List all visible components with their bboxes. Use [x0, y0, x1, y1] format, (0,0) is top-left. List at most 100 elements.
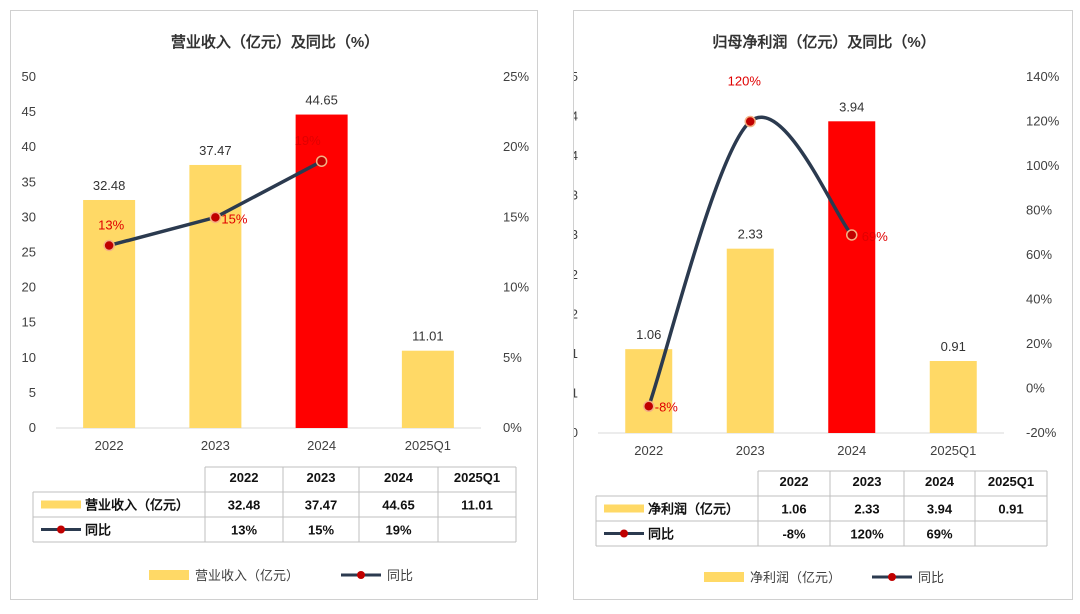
- yoy-marker: [744, 115, 756, 128]
- bar-value-label: 37.47: [199, 143, 232, 158]
- table-row-label: 净利润（亿元）: [648, 502, 739, 517]
- bar-value-label: 44.65: [305, 93, 338, 108]
- y2-tick-label: -20%: [1026, 425, 1057, 440]
- legend: 净利润（亿元） 同比: [704, 570, 944, 585]
- table-legend-swatch-marker: [620, 529, 628, 538]
- legend-label: 营业收入（亿元）: [195, 568, 299, 583]
- legend-swatch-marker: [888, 573, 896, 581]
- bar-2025Q1: [401, 350, 454, 428]
- y-tick-label: 1: [574, 346, 578, 361]
- yoy-marker: [846, 229, 858, 241]
- y-tick-label: 5: [574, 69, 578, 84]
- y-tick-label: 0: [574, 425, 578, 440]
- bar-2022: [625, 349, 673, 433]
- y2-tick-label: 80%: [1026, 203, 1052, 218]
- table-row-label: 营业收入（亿元）: [85, 498, 189, 513]
- y-tick-label: 15: [22, 315, 36, 330]
- table-cell: 11.01: [461, 498, 493, 513]
- yoy-marker: [103, 239, 115, 252]
- bar-value-label: 3.94: [839, 99, 864, 114]
- legend-swatch-marker: [357, 571, 365, 579]
- bar-value-label: 2.33: [738, 227, 763, 242]
- table-cell: 37.47: [305, 498, 338, 513]
- y2-tick-label: 140%: [1026, 69, 1060, 84]
- y-tick-label: 2: [574, 306, 578, 321]
- bar-2022: [83, 199, 136, 428]
- y2-tick-label: 0%: [503, 420, 522, 435]
- y-tick-label: 2: [574, 267, 578, 282]
- y2-tick-label: 0%: [1026, 381, 1045, 396]
- y2-tick-label: 20%: [1026, 336, 1052, 351]
- yoy-marker: [315, 155, 328, 167]
- x-tick-label: 2022: [634, 443, 663, 458]
- table-header-cell: 2023: [307, 470, 336, 485]
- table-header-cell: 2023: [853, 474, 882, 489]
- y2-tick-label: 40%: [1026, 292, 1052, 307]
- legend-swatch-bar: [704, 572, 744, 582]
- y-tick-label: 25: [22, 245, 36, 260]
- table-header-cell: 2024: [384, 470, 414, 485]
- revenue-chart-panel: 营业收入（亿元）及同比（%） 0 5 10 15 20 25 30 35 40 45 50 0% 5% 1…: [10, 10, 538, 600]
- net-profit-chart-panel: 归母净利润（亿元）及同比（%） 0 1 1 2 2 3 3 4 4 5 -20% 0% 20% 40% 60…: [573, 10, 1073, 600]
- table-cell: 19%: [385, 523, 411, 538]
- table-row-label: 同比: [85, 523, 111, 538]
- y-tick-label: 0: [29, 420, 36, 435]
- table-legend-swatch-bar: [604, 504, 644, 513]
- table-header-cell: 2022: [780, 474, 809, 489]
- bar-value-label: 0.91: [941, 339, 966, 354]
- table-legend-swatch-bar: [41, 500, 81, 509]
- bar-2023: [726, 248, 774, 433]
- legend-label: 同比: [918, 570, 944, 585]
- y-tick-label: 35: [22, 174, 36, 189]
- bar-2024: [828, 121, 876, 434]
- legend-label: 净利润（亿元）: [750, 570, 841, 585]
- bar-value-label: 1.06: [636, 327, 661, 342]
- x-tick-label: 2024: [837, 443, 866, 458]
- table-cell: 13%: [231, 523, 257, 538]
- chart-title: 营业收入（亿元）及同比（%）: [171, 33, 379, 51]
- y2-tick-label: 100%: [1026, 158, 1060, 173]
- x-tick-label: 2025Q1: [405, 438, 451, 453]
- table-cell: -8%: [782, 527, 806, 542]
- y-tick-label: 3: [574, 188, 578, 203]
- y-tick-label: 50: [22, 69, 36, 84]
- yoy-value-label: 69%: [862, 229, 888, 244]
- yoy-value-label: -8%: [655, 399, 679, 414]
- data-table: 2022 2023 2024 2025Q1 净利润（亿元） 1.06 2.33 3.94 0.9…: [595, 470, 1048, 547]
- y2-tick-label: 15%: [503, 209, 529, 224]
- table-header-cell: 2022: [230, 470, 259, 485]
- yoy-marker: [643, 400, 655, 413]
- y2-tick-label: 20%: [503, 139, 529, 154]
- legend-swatch-bar: [149, 570, 189, 580]
- y-tick-label: 10: [22, 350, 36, 365]
- y-tick-label: 5: [29, 385, 36, 400]
- y-tick-label: 4: [574, 148, 578, 163]
- y-tick-label: 40: [22, 139, 36, 154]
- bar-2025Q1: [929, 361, 977, 433]
- x-tick-label: 2025Q1: [930, 443, 976, 458]
- table-header-cell: 2025Q1: [454, 470, 500, 485]
- table-cell: 1.06: [781, 502, 806, 517]
- table-cell: 3.94: [927, 502, 953, 517]
- y2-tick-label: 5%: [503, 350, 522, 365]
- table-cell: 0.91: [998, 502, 1023, 517]
- table-cell: 120%: [850, 527, 884, 542]
- table-legend-swatch-marker: [57, 525, 65, 534]
- table-cell: 32.48: [228, 498, 261, 513]
- data-table: 2022 2023 2024 2025Q1 营业收入（亿元） 32.48 37.47 44.6…: [32, 466, 517, 543]
- revenue-chart: 营业收入（亿元）及同比（%） 0 5 10 15 20 25 30 35 40 45 50 0% 5% 1…: [22, 33, 530, 583]
- y-tick-label: 45: [22, 104, 36, 119]
- legend-label: 同比: [387, 568, 413, 583]
- y-tick-label: 30: [22, 209, 36, 224]
- yoy-value-label: 13%: [98, 217, 124, 232]
- y-tick-label: 20: [22, 280, 36, 295]
- y-tick-label: 1: [574, 385, 578, 400]
- legend: 营业收入（亿元） 同比: [149, 568, 413, 583]
- table-row-label: 同比: [648, 527, 674, 542]
- table-header-cell: 2024: [925, 474, 955, 489]
- y2-tick-label: 25%: [503, 69, 529, 84]
- chart-title: 归母净利润（亿元）及同比（%）: [712, 33, 935, 51]
- y-tick-label: 3: [574, 227, 578, 242]
- y2-tick-label: 60%: [1026, 247, 1052, 262]
- yoy-value-label: 120%: [728, 74, 762, 89]
